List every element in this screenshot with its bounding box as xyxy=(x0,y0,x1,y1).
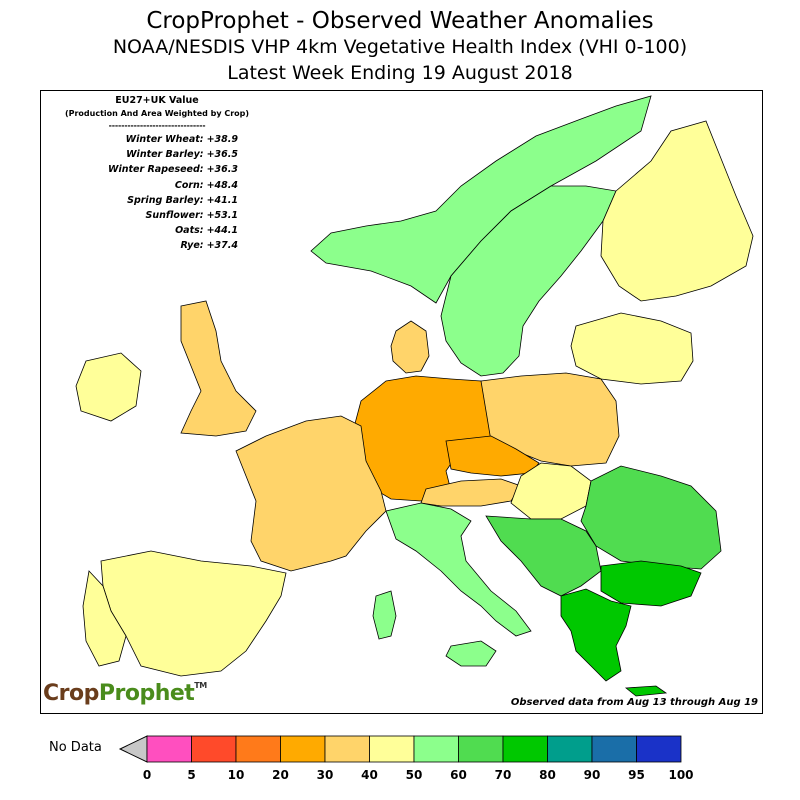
colorbar-bin xyxy=(235,735,281,763)
crop-value: +36.3 xyxy=(206,164,238,176)
logo-tm: TM xyxy=(194,681,207,690)
crop-value: +44.1 xyxy=(206,225,238,237)
colorbar-bin xyxy=(502,735,548,763)
colorbar-tick-label: 10 xyxy=(227,768,245,782)
crop-row: Winter Rapeseed: +36.3 xyxy=(41,162,238,177)
region-baltics xyxy=(570,312,694,385)
region-spain xyxy=(100,550,287,677)
logo-crop: Crop xyxy=(43,681,99,706)
crop-name: Corn: xyxy=(174,179,204,191)
region-italy xyxy=(385,502,532,637)
observed-period-note: Observed data from Aug 13 through Aug 19 xyxy=(510,697,758,708)
region-finland xyxy=(600,120,754,302)
colorbar-bin xyxy=(591,735,637,763)
crop-list: Winter Wheat: +38.9 Winter Barley: +36.5 Win… xyxy=(41,132,281,254)
summary-subheading: (Production And Area Weighted by Crop) xyxy=(64,109,250,118)
crop-value: +41.1 xyxy=(206,194,238,206)
crop-name: Sunflower: xyxy=(145,210,204,222)
colorbar-tick-label: 20 xyxy=(272,768,289,782)
region-sicily xyxy=(445,640,497,667)
crop-row: Winter Wheat: +38.9 xyxy=(41,132,238,147)
colorbar-tick-label: 5 xyxy=(187,768,196,782)
colorbar-bin xyxy=(413,735,459,763)
crop-value: +53.1 xyxy=(206,210,238,222)
region-crete xyxy=(624,685,668,697)
region-ireland xyxy=(75,352,142,422)
colorbar-tick-label: 30 xyxy=(316,768,334,782)
colorbar-bin xyxy=(280,735,326,763)
crop-row: Corn: +48.4 xyxy=(41,178,238,193)
no-data-swatch xyxy=(118,735,148,763)
colorbar-tick-label: 100 xyxy=(668,768,694,782)
colorbar-bin xyxy=(458,735,504,763)
summary-heading: EU27+UK Value xyxy=(115,95,199,106)
cropprophet-logo: CropProphetTM xyxy=(43,681,207,706)
region-balkans xyxy=(485,515,602,597)
colorbar-bin xyxy=(146,735,192,763)
summary-divider: ------------------------------- xyxy=(108,121,206,130)
colorbar-bin xyxy=(191,735,237,763)
colorbar-bin xyxy=(369,735,415,763)
region-france xyxy=(235,415,387,572)
colorbar-tick-label: 70 xyxy=(494,768,512,782)
colorbar-tick-label: 90 xyxy=(583,768,601,782)
vhi-colorbar-legend: No Data 0 5 10 20 30 40 50 60 70 80 90 95 100 xyxy=(0,732,800,800)
crop-value: +48.4 xyxy=(206,179,238,191)
region-bulgaria xyxy=(600,560,702,607)
colorbar-tick-label: 60 xyxy=(450,768,467,782)
region-greece xyxy=(560,588,632,682)
colorbar-bin xyxy=(547,735,593,763)
colorbar-bin xyxy=(636,735,682,763)
colorbar-tick-label: 50 xyxy=(405,768,423,782)
crop-value: +36.5 xyxy=(206,149,238,161)
crop-row: Sunflower: +53.1 xyxy=(41,208,238,223)
colorbar-tick-label: 0 xyxy=(142,768,152,782)
europe-map xyxy=(75,95,754,697)
colorbar-tick-label: 95 xyxy=(628,768,645,782)
crop-row: Oats: +44.1 xyxy=(41,223,238,238)
crop-name: Spring Barley: xyxy=(127,194,204,206)
crop-name: Winter Rapeseed: xyxy=(108,164,204,176)
region-romania xyxy=(580,465,722,570)
region-portugal xyxy=(82,570,127,667)
map-panel: EU27+UK Value (Production And Area Weigh… xyxy=(40,90,763,714)
crop-row: Spring Barley: +41.1 xyxy=(41,193,238,208)
colorbar-tick-label: 40 xyxy=(361,768,378,782)
eu-summary-panel: EU27+UK Value (Production And Area Weigh… xyxy=(41,95,281,254)
region-sardinia xyxy=(372,590,397,640)
crop-name: Oats: xyxy=(175,225,204,237)
colorbar-tick-label: 80 xyxy=(539,768,556,782)
region-denmark xyxy=(390,320,430,374)
region-uk xyxy=(180,300,257,437)
crop-name: Winter Wheat: xyxy=(125,134,204,145)
no-data-label: No Data xyxy=(49,740,102,755)
colorbar-bin xyxy=(324,735,370,763)
logo-prophet: Prophet xyxy=(98,681,195,706)
crop-row: Winter Barley: +36.5 xyxy=(41,147,238,162)
crop-value: +37.4 xyxy=(206,240,238,252)
subtitle-week: Latest Week Ending 19 August 2018 xyxy=(227,62,573,84)
crop-row: Rye: +37.4 xyxy=(41,238,238,253)
main-title: CropProphet - Observed Weather Anomalies xyxy=(146,8,654,34)
crop-name: Rye: xyxy=(180,240,204,252)
crop-name: Winter Barley: xyxy=(126,149,204,161)
subtitle-index: NOAA/NESDIS VHP 4km Vegetative Health In… xyxy=(112,36,688,58)
region-sweden xyxy=(440,185,617,377)
colorbar xyxy=(118,735,682,763)
crop-value: +38.9 xyxy=(206,134,238,145)
